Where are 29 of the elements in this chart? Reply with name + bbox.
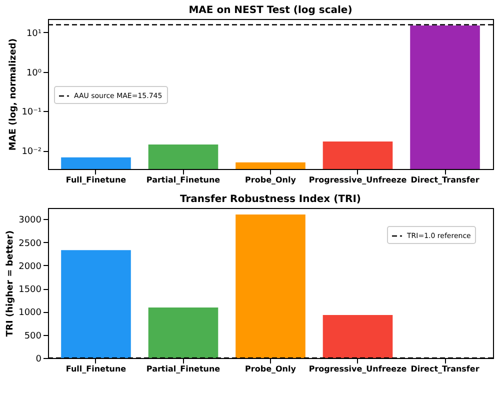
- y-tick-label: 10⁻¹: [22, 108, 42, 118]
- y-tick-label: 1000: [18, 308, 42, 318]
- x-tick-label: Probe_Only: [245, 364, 297, 374]
- x-tick-label: Probe_Only: [245, 176, 297, 184]
- y-tick-label: 1500: [18, 285, 42, 296]
- y-tick-label: 2500: [18, 238, 42, 249]
- x-tick-label: Full_Finetune: [66, 364, 127, 374]
- y-tick-label: 10⁰: [26, 68, 42, 78]
- y-tick-label: 0: [36, 354, 42, 364]
- y-tick-label: 10¹: [26, 28, 42, 39]
- x-tick-label: Progressive_Unfreeze: [308, 364, 408, 374]
- y-tick-label: 3000: [18, 216, 42, 226]
- x-tick-label: Partial_Finetune: [146, 176, 221, 184]
- y-tick-label: 500: [24, 331, 42, 342]
- bar: [148, 308, 218, 358]
- x-tick-label: Direct_Transfer: [410, 364, 480, 374]
- y-axis-title: TRI (higher = better): [6, 230, 16, 337]
- chart-title: MAE on NEST Test (log scale): [188, 5, 352, 16]
- x-tick-label: Full_Finetune: [66, 176, 127, 184]
- y-axis-title: MAE (log, normalized): [8, 38, 19, 151]
- bar: [236, 214, 306, 358]
- bar: [61, 250, 131, 358]
- y-tick-label: 2000: [18, 262, 42, 272]
- bar: [322, 314, 393, 358]
- x-tick-label: Direct_Transfer: [410, 176, 480, 184]
- chart-title: Transfer Robustness Index (TRI): [180, 194, 361, 205]
- x-tick-label: Progressive_Unfreeze: [308, 176, 408, 184]
- x-tick-label: Partial_Finetune: [146, 364, 221, 374]
- y-tick-label: 10⁻²: [22, 147, 42, 158]
